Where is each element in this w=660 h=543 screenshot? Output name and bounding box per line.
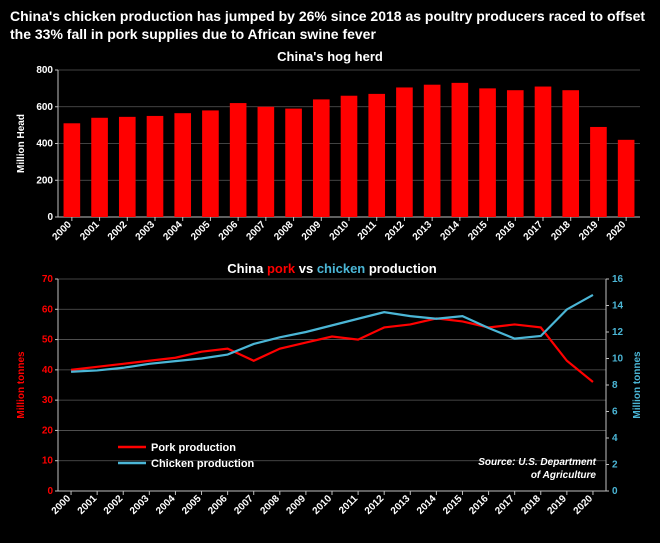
svg-text:2010: 2010 xyxy=(311,493,335,517)
svg-text:2003: 2003 xyxy=(128,493,152,517)
svg-text:2001: 2001 xyxy=(76,493,100,517)
svg-text:10: 10 xyxy=(42,456,54,467)
svg-text:0: 0 xyxy=(612,486,618,497)
svg-text:0: 0 xyxy=(47,486,53,497)
svg-text:Million tonnes: Million tonnes xyxy=(16,351,27,419)
chart1-svg: 0200400600800200020012002200320042005200… xyxy=(10,64,650,259)
svg-text:2017: 2017 xyxy=(522,219,546,243)
svg-text:2006: 2006 xyxy=(217,219,241,243)
svg-text:60: 60 xyxy=(42,304,54,315)
svg-text:2016: 2016 xyxy=(494,219,518,243)
svg-text:2018: 2018 xyxy=(549,219,573,243)
svg-text:2000: 2000 xyxy=(50,219,74,243)
svg-text:6: 6 xyxy=(612,407,618,418)
svg-text:2009: 2009 xyxy=(285,493,309,517)
svg-text:2017: 2017 xyxy=(493,493,517,517)
svg-text:16: 16 xyxy=(612,274,624,285)
figure-container: China's chicken production has jumped by… xyxy=(0,0,660,543)
svg-text:14: 14 xyxy=(612,301,624,312)
headline: China's chicken production has jumped by… xyxy=(10,8,650,43)
chart2-wrap: China pork vs chicken production01020304… xyxy=(10,259,650,537)
svg-text:2015: 2015 xyxy=(466,219,490,243)
svg-text:2020: 2020 xyxy=(572,493,596,517)
svg-text:2007: 2007 xyxy=(232,493,256,517)
svg-text:10: 10 xyxy=(612,354,624,365)
svg-text:2012: 2012 xyxy=(383,219,407,243)
svg-text:30: 30 xyxy=(42,395,54,406)
svg-text:2014: 2014 xyxy=(415,493,439,517)
svg-text:2008: 2008 xyxy=(272,219,296,243)
svg-text:2012: 2012 xyxy=(363,493,387,517)
svg-text:2019: 2019 xyxy=(545,493,569,517)
svg-text:50: 50 xyxy=(42,335,54,346)
svg-text:2019: 2019 xyxy=(577,219,601,243)
svg-text:2000: 2000 xyxy=(50,493,74,517)
svg-text:2011: 2011 xyxy=(337,493,360,516)
svg-text:Pork production: Pork production xyxy=(151,442,236,454)
svg-text:0: 0 xyxy=(47,212,53,223)
svg-text:2006: 2006 xyxy=(206,493,230,517)
svg-text:2011: 2011 xyxy=(356,219,379,242)
svg-text:800: 800 xyxy=(36,65,53,76)
svg-text:40: 40 xyxy=(42,365,54,376)
svg-text:12: 12 xyxy=(612,327,624,338)
chart1-wrap: China's hog herd 02004006008002000200120… xyxy=(10,49,650,259)
svg-text:2020: 2020 xyxy=(605,219,629,243)
svg-text:2005: 2005 xyxy=(180,493,204,517)
svg-text:2014: 2014 xyxy=(438,219,462,243)
svg-text:8: 8 xyxy=(612,380,618,391)
svg-text:2001: 2001 xyxy=(78,219,102,243)
svg-text:2002: 2002 xyxy=(106,219,130,243)
svg-text:20: 20 xyxy=(42,425,54,436)
svg-text:2: 2 xyxy=(612,460,618,471)
svg-text:2018: 2018 xyxy=(519,493,543,517)
svg-text:400: 400 xyxy=(36,139,53,150)
svg-text:Million tonnes: Million tonnes xyxy=(632,351,643,419)
svg-text:4: 4 xyxy=(612,433,618,444)
svg-text:2013: 2013 xyxy=(411,219,435,243)
svg-text:2016: 2016 xyxy=(467,493,491,517)
svg-text:2007: 2007 xyxy=(244,219,268,243)
svg-text:Million Head: Million Head xyxy=(16,114,27,173)
svg-text:200: 200 xyxy=(36,175,53,186)
svg-text:2004: 2004 xyxy=(154,493,178,517)
svg-text:China pork vs chicken producti: China pork vs chicken production xyxy=(227,261,437,276)
svg-text:2003: 2003 xyxy=(134,219,158,243)
svg-text:of Agriculture: of Agriculture xyxy=(531,470,597,481)
svg-text:Chicken production: Chicken production xyxy=(151,458,255,470)
svg-text:2008: 2008 xyxy=(258,493,282,517)
chart1-title: China's hog herd xyxy=(10,49,650,64)
svg-text:70: 70 xyxy=(42,274,54,285)
svg-text:2013: 2013 xyxy=(389,493,413,517)
svg-text:2015: 2015 xyxy=(441,493,465,517)
svg-text:2010: 2010 xyxy=(328,219,352,243)
svg-text:2004: 2004 xyxy=(161,219,185,243)
svg-text:2005: 2005 xyxy=(189,219,213,243)
svg-text:600: 600 xyxy=(36,102,53,113)
svg-text:Source: U.S. Department: Source: U.S. Department xyxy=(478,457,596,468)
chart2-svg: China pork vs chicken production01020304… xyxy=(10,259,650,537)
svg-text:2002: 2002 xyxy=(102,493,126,517)
svg-text:2009: 2009 xyxy=(300,219,324,243)
